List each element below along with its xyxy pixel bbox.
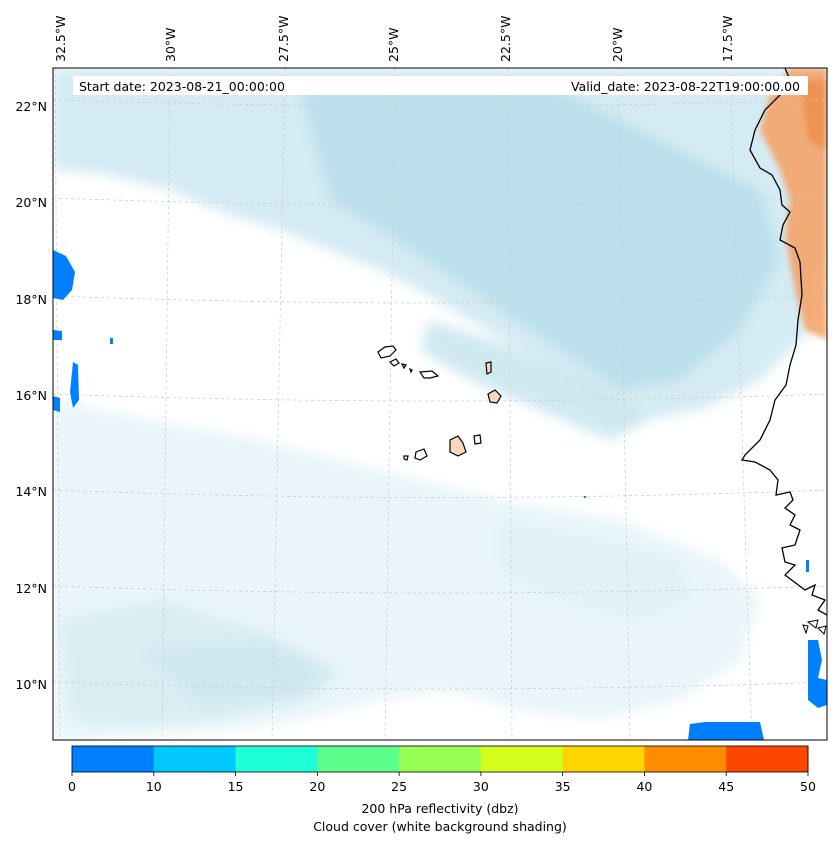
colorbar-tick-label: 10 <box>146 779 162 794</box>
lon-tick-label: 27.5°W <box>276 16 291 62</box>
colorbar-tick-label: 40 <box>636 779 652 794</box>
colorbar-tick-label: 25 <box>391 779 407 794</box>
colorbar-tick-label: 50 <box>800 779 816 794</box>
colorbar-segment <box>644 746 727 772</box>
reflectivity-patches <box>53 250 827 740</box>
cape-verde-islands <box>377 345 502 461</box>
land-shading <box>760 68 827 340</box>
colorbar-label-line1: 200 hPa reflectivity (dbz) <box>361 801 518 816</box>
longitude-tick-labels: 32.5°W 30°W 27.5°W 25°W 22.5°W 20°W 17.5°W <box>53 16 735 62</box>
lat-tick-label: 20°N <box>15 195 47 210</box>
coastal-islets <box>802 619 827 635</box>
colorbar-tick-label: 45 <box>718 779 734 794</box>
colorbar-segment <box>153 746 237 772</box>
valid-date-label: Valid_date: 2023-08-22T19:00:00.00 <box>571 79 800 94</box>
map-border <box>52 67 828 741</box>
colorbar-segment <box>317 746 400 772</box>
lat-tick-label: 22°N <box>15 99 47 114</box>
cloud-cover-layer <box>53 68 827 740</box>
lon-tick-label: 22.5°W <box>498 16 513 62</box>
colorbar-tick-label: 15 <box>228 779 244 794</box>
colorbar-tick-label: 20 <box>309 779 325 794</box>
colorbar-segment <box>72 746 155 772</box>
gridlines <box>53 68 827 740</box>
lon-tick-label: 30°W <box>163 27 178 62</box>
colorbar-segment <box>726 746 809 772</box>
colorbar-segment <box>562 746 645 772</box>
colorbar-segment <box>480 746 564 772</box>
africa-coastline <box>740 68 827 616</box>
lon-tick-label: 17.5°W <box>720 16 735 62</box>
colorbar-label-line2: Cloud cover (white background shading) <box>313 819 567 834</box>
lat-tick-label: 12°N <box>15 581 47 596</box>
colorbar-tick-label: 30 <box>473 779 489 794</box>
colorbar-segment <box>399 746 482 772</box>
colorbar: 0 10 15 20 25 30 35 40 45 50 <box>68 745 816 794</box>
start-date-label: Start date: 2023-08-21_00:00:00 <box>79 79 285 94</box>
lat-tick-label: 16°N <box>15 388 47 403</box>
lat-tick-label: 18°N <box>15 292 47 307</box>
colorbar-border <box>71 745 809 773</box>
lon-tick-label: 25°W <box>386 27 401 62</box>
info-box <box>73 76 808 95</box>
latitude-tick-labels: 22°N 20°N 18°N 16°N 14°N 12°N 10°N <box>15 99 47 692</box>
lat-tick-label: 10°N <box>15 677 47 692</box>
lat-tick-label: 14°N <box>15 484 47 499</box>
lon-tick-label: 32.5°W <box>53 16 68 62</box>
colorbar-segment <box>235 746 318 772</box>
lon-tick-label: 20°W <box>610 27 625 62</box>
colorbar-tick-label: 35 <box>555 779 571 794</box>
colorbar-tick-label: 0 <box>68 779 76 794</box>
